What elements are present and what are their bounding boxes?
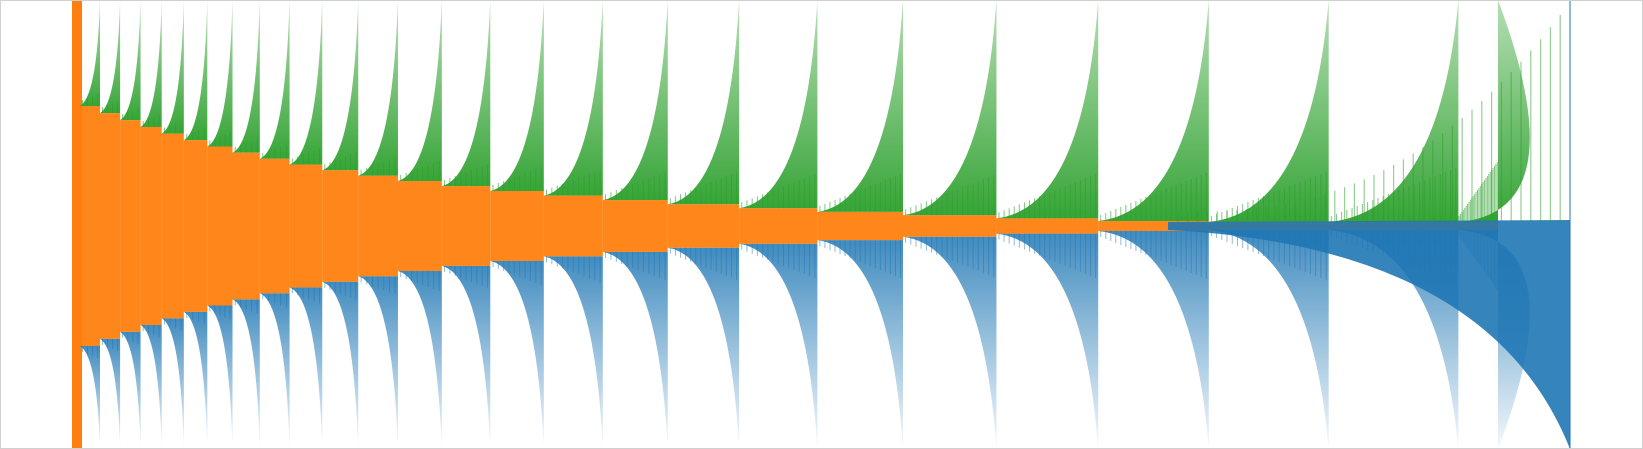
orange-core-segment [207,146,233,306]
blue-fan-segment [183,311,208,449]
plot-area [72,0,1571,449]
blue-final-fan [1168,220,1570,449]
orange-core-segment [80,106,100,346]
orange-core-segment [397,181,442,271]
green-fan-segment [322,0,359,171]
green-fan-segment [1328,0,1459,222]
orange-core-segment [490,190,544,262]
blue-fan-segment [289,287,323,449]
green-fan-segment [602,0,668,201]
orange-core-segment [817,211,903,241]
blue-fan-segment [667,247,740,449]
blue-fan-segment [1098,230,1209,449]
blue-fan-segment [490,261,544,449]
orange-core-segment [602,200,668,252]
orange-core-segment [667,204,740,248]
blue-fan-segment [140,325,162,449]
green-fan-segment [996,0,1099,219]
blue-fan-segment [100,338,121,449]
blue-fan-segment [207,305,233,449]
blue-fan-segment [817,240,903,449]
orange-core-segment [996,218,1099,234]
orange-core-segment [739,208,818,244]
orange-band [72,0,82,449]
orange-core-segment [543,195,603,257]
blue-fan-segment [441,265,491,449]
orange-core-segment [120,120,141,332]
green-fan-segment [1458,0,1530,222]
orange-core-segment [441,186,491,266]
orange-core-segment [902,215,997,237]
green-fan-segment [140,0,162,127]
blue-fan-segment [358,276,398,449]
green-fan-segment [358,0,398,176]
green-fan-segment [120,0,141,121]
green-fan-segment [817,0,903,212]
blue-fan-segment [996,233,1099,449]
green-fan-segment [207,0,233,147]
orange-core-segment [161,133,184,319]
blue-fan-segment [543,256,603,449]
green-fan-segment [490,0,544,191]
blue-fan-segment [120,331,141,449]
blue-fan-segment [1208,230,1329,449]
orange-core-segment [232,152,260,300]
green-fan-segment [100,0,121,114]
blue-fan-segment [161,318,184,449]
green-fan-segment [183,0,208,141]
green-fan-segment [259,0,290,159]
orange-core-segment [289,164,323,288]
orange-core-segment [259,158,290,294]
green-fan-segment [902,0,997,216]
green-fan-segment [543,0,603,196]
orange-core-segment [358,175,398,277]
blue-fan-segment [322,281,359,449]
orange-core-segment [322,170,359,282]
blue-fan-segment [602,251,668,449]
green-fan-segment [667,0,740,205]
blue-fan-segment [902,236,997,449]
green-fan-segment [397,0,442,182]
orange-core-segment [100,113,121,339]
green-fan-segment [441,0,491,187]
green-fan-segment [1208,0,1329,222]
green-fan-segment [80,0,100,106]
orange-core-segment [1098,221,1209,231]
green-fan-segment [1098,0,1209,222]
blue-fan-segment [397,270,442,449]
blue-fan-segment [259,293,290,449]
green-fan-segment [232,0,260,153]
orange-core-segment [140,126,162,326]
orange-core-segment [183,140,208,312]
green-fan-segment [289,0,323,165]
green-fan-segment [161,0,184,134]
blue-fan-segment [80,346,100,449]
blue-fan-segment [232,299,260,449]
blue-fan-segment [739,243,818,449]
green-fan-segment [739,0,818,209]
